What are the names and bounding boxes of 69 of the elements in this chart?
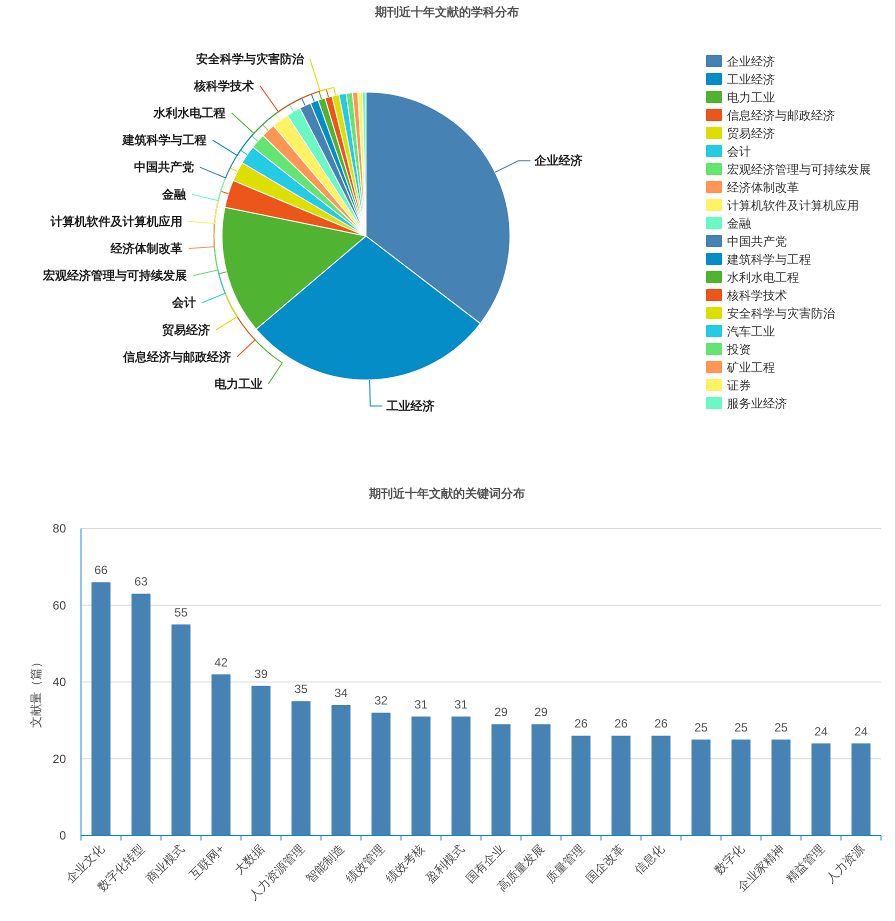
data-label: 26 [574,716,588,731]
legend-label: 会计 [727,144,751,158]
data-label: 34 [334,686,348,700]
legend-label: 证券 [727,378,751,392]
legend-label: 核科学技术 [726,288,787,302]
data-label: 24 [814,724,828,738]
y-tick-label: 40 [52,675,66,689]
data-label: 29 [494,705,508,720]
x-tick-label: 商业模式 [143,842,188,886]
legend-label: 经济体制改革 [727,180,799,194]
legend-label: 建筑科学与工程 [726,252,811,266]
legend-label: 宏观经济管理与可持续发展 [727,162,871,176]
data-label: 42 [214,655,228,670]
slice-label: 计算机软件及计算机应用 [49,214,182,228]
x-tick-label: 信息化 [632,842,668,878]
legend-label: 计算机软件及计算机应用 [727,198,859,212]
chart-title: 期刊近十年文献的学科分布 [374,5,519,19]
y-tick-label: 20 [52,752,66,766]
legend-label: 中国共产党 [727,234,787,248]
legend-label: 金融 [727,216,751,230]
chart-title: 期刊近十年文献的关键词分布 [368,486,525,500]
legend-label: 信息经济与邮政经济 [727,108,835,122]
x-tick-label: 互联网+ [186,842,228,882]
slice-label: 企业经济 [533,154,582,168]
data-label: 39 [254,666,268,681]
slice-label: 会计 [171,296,196,310]
data-label: 55 [174,605,188,620]
y-tick-label: 80 [52,522,66,536]
data-label: 25 [734,720,748,735]
data-label: 26 [614,716,628,731]
legend-label: 工业经济 [727,72,775,86]
slice-label: 电力工业 [214,377,262,391]
legend-label: 电力工业 [727,90,775,104]
slice-label: 水利水电工程 [152,106,226,120]
legend-label: 汽车工业 [727,324,775,338]
legend-label: 投资 [726,342,751,356]
legend-label: 水利水电工程 [727,270,799,284]
data-label: 26 [654,716,668,731]
data-label: 31 [414,698,428,712]
y-axis-title: 文献量（篇） [29,656,43,728]
data-label: 25 [774,720,788,735]
data-label: 32 [374,694,388,708]
slice-label: 安全科学与灾害防治 [196,52,305,66]
slice-label: 贸易经济 [162,322,210,337]
slice-label: 建筑科学与工程 [122,133,207,148]
slice-label: 工业经济 [385,398,434,413]
legend-label: 矿业工程 [726,360,775,374]
slice-label: 中国共产党 [134,160,194,174]
slice-label: 金融 [160,187,187,202]
y-tick-label: 60 [52,598,66,612]
slice-label: 信息经济与邮政经济 [122,350,231,364]
slice-label: 宏观经济管理与可持续发展 [42,268,188,283]
slice-label: 经济体制改革 [110,242,183,256]
data-label: 31 [454,698,468,712]
x-tick-label: 数字化 [712,842,748,878]
data-label: 63 [134,574,148,589]
legend-label: 贸易经济 [727,126,775,140]
legend-label: 企业经济 [727,54,775,68]
data-label: 29 [534,705,548,720]
slice-label: 核科学技术 [193,78,254,93]
data-label: 66 [94,563,108,578]
data-label: 25 [694,720,708,735]
data-label: 24 [854,724,868,738]
legend-label: 安全科学与灾害防治 [727,306,835,320]
x-tick-label: 国企改革 [583,842,628,886]
x-tick-label: 大数据 [232,842,268,878]
data-label: 35 [294,682,308,696]
y-tick-label: 0 [59,828,66,842]
legend-label: 服务业经济 [727,396,787,410]
